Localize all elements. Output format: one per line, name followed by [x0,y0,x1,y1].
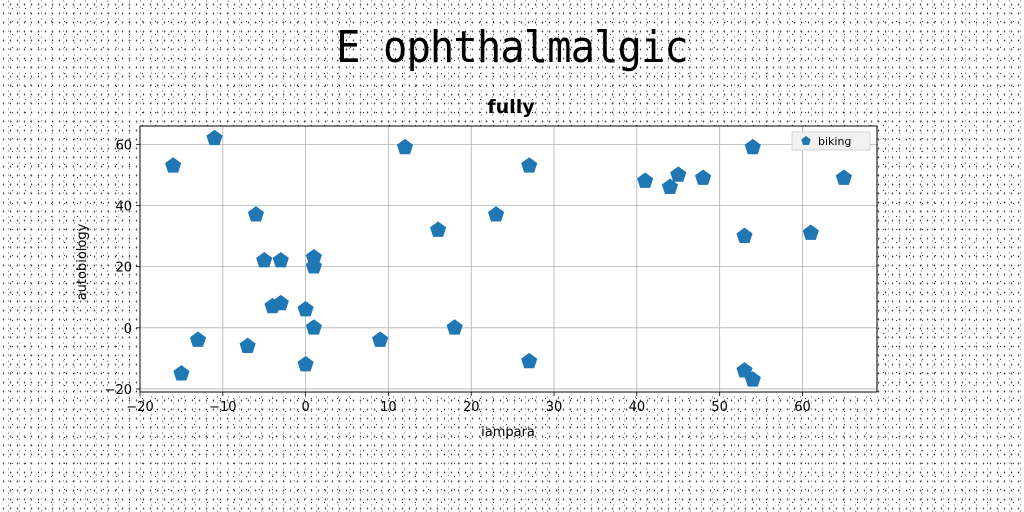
data-point [736,362,753,378]
figure-title: E ophthalmalgic [336,22,689,73]
data-point [446,319,463,335]
y-tick-label: −20 [105,383,132,398]
legend-marker-pentagon-icon [801,136,811,146]
plot-frame [139,125,878,393]
y-tick-label: 40 [115,199,132,214]
x-tick-label: −20 [126,400,153,415]
legend-box [791,131,871,151]
x-tick-label: 30 [546,400,563,415]
x-tick-label: −10 [209,400,236,415]
axis-ticks: −20 −10 0 10 20 30 40 50 60 −20 0 20 40 60 [105,138,811,415]
data-point [661,178,679,195]
legend-marker-shape [801,136,811,146]
data-markers [165,129,852,387]
x-tick-label: 20 [463,400,480,415]
data-point [637,172,654,188]
data-point [521,157,538,173]
data-point [396,138,414,155]
x-tick-label: 0 [301,400,309,415]
x-axis-label: iampara [481,425,535,440]
data-point [173,365,190,381]
data-point [521,352,538,369]
data-point [297,355,314,372]
data-point [206,129,223,146]
data-point [835,169,852,185]
x-tick-label: 10 [380,400,397,415]
data-point [239,337,256,354]
data-point [744,371,761,387]
data-point [744,138,761,155]
data-point [430,221,447,237]
legend: biking [791,131,871,151]
y-tick-label: 60 [115,138,132,153]
grid [139,126,877,392]
data-point [247,206,265,222]
y-tick-label: 0 [124,322,132,337]
x-tick-label: 60 [794,400,811,415]
data-point [736,227,753,243]
data-point [297,300,314,317]
data-point [305,258,322,274]
data-point [487,206,505,222]
data-point [372,331,389,347]
legend-label: biking [818,135,851,148]
data-point [305,248,322,265]
data-point [305,319,322,335]
data-point [272,294,289,311]
data-point [695,169,712,185]
data-point [670,166,687,182]
data-point [256,252,273,268]
y-axis-label: autobiology [75,223,90,300]
x-tick-label: 40 [629,400,646,415]
y-tick-label: 20 [115,261,132,276]
x-tick-label: 50 [711,400,728,415]
data-point [802,224,819,240]
data-point [272,252,289,268]
data-point [165,157,182,173]
chart-title: fully [487,96,535,118]
data-point [189,331,207,347]
